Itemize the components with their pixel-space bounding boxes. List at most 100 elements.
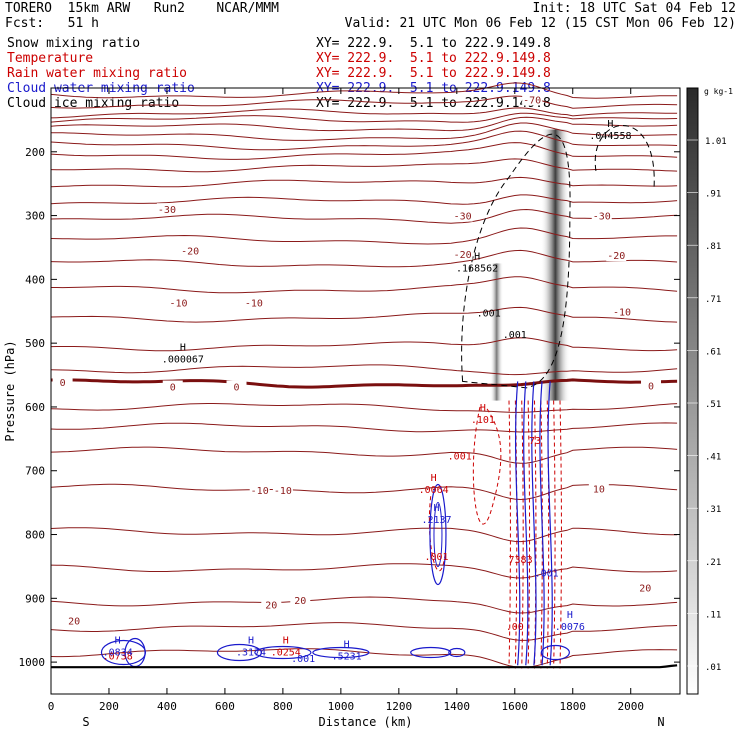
colorbar-label: .61	[705, 347, 721, 357]
contour-label: .001	[503, 330, 527, 341]
y-tick-label: 500	[25, 337, 45, 350]
temperature-contour	[50, 563, 678, 579]
y-tick-label: 700	[25, 465, 45, 478]
field-snow-xy: XY= 222.9. 5.1 to 222.9.149.8	[316, 36, 551, 51]
cloud-water-contour	[254, 645, 312, 660]
cloud-water-contour	[216, 643, 263, 662]
temperature-label-bg	[591, 209, 612, 222]
x-end-left-label: S	[82, 715, 89, 729]
rain-water-contour	[521, 400, 524, 669]
contour-label: .0738	[103, 652, 133, 663]
high-marker-value: .5231	[332, 652, 362, 663]
field-rain-name: Rain water mixing ratio	[7, 66, 188, 81]
temperature-label: -70	[523, 95, 541, 106]
temperature-contour	[50, 306, 678, 323]
temperature-contour	[50, 208, 678, 224]
colorbar-label: .11	[705, 610, 721, 620]
temperature-label-bg	[243, 296, 264, 309]
x-end-right-label: N	[657, 715, 664, 729]
cloud-water-contour	[547, 381, 553, 666]
temperature-label-bg	[522, 93, 543, 106]
colorbar-label: .91	[705, 190, 721, 200]
temperature-label-bg	[156, 203, 177, 216]
y-tick-label: 600	[25, 401, 45, 414]
temperature-label-bg	[180, 244, 201, 257]
temperature-label: -20	[607, 251, 625, 262]
temperature-contour	[50, 446, 678, 464]
y-tick-label: 1000	[19, 656, 46, 669]
init-time: Init: 18 UTC Sat 04 Feb 12	[532, 1, 737, 16]
rain-water-contour	[553, 400, 556, 669]
high-marker-label: H	[248, 636, 254, 647]
high-marker-value: .0064	[419, 485, 449, 496]
temperature-label: -30	[454, 212, 472, 223]
x-axis-title: Distance (km)	[319, 715, 413, 729]
temperature-label: 20	[68, 617, 80, 628]
high-marker-label: H	[607, 119, 613, 130]
temperature-label-bg	[641, 379, 662, 392]
x-tick-label: 1600	[502, 700, 529, 713]
field-temperature-name: Temperature	[7, 51, 94, 66]
field-snow-name: Snow mixing ratio	[7, 36, 141, 51]
temperature-contour	[50, 142, 678, 160]
high-marker-value: .000067	[162, 354, 204, 365]
cloud-water-contour	[312, 646, 370, 659]
cloud-water-contour	[539, 381, 545, 666]
cloud-water-contour	[429, 483, 447, 586]
temperature-contour	[50, 130, 678, 151]
temperature-contour	[50, 403, 678, 413]
temperature-label: 0	[233, 383, 239, 394]
x-tick-label: 1200	[386, 700, 413, 713]
contour-label: 73	[529, 436, 541, 447]
x-tick-label: 800	[273, 700, 293, 713]
colorbar-label: .41	[705, 453, 721, 463]
temperature-label: -30	[593, 212, 611, 223]
temperature-contour	[50, 648, 678, 668]
y-tick-label: 800	[25, 529, 45, 542]
cloud-water-contour	[523, 381, 529, 666]
colorbar-label: .21	[705, 558, 721, 568]
temperature-contour	[50, 176, 678, 188]
colorbar-label: .31	[705, 505, 721, 515]
temperature-label-bg	[452, 247, 473, 260]
high-marker-value: .0834	[103, 648, 133, 659]
y-tick-label: 200	[25, 146, 45, 159]
valid-time: Valid: 21 UTC Mon 06 Feb 12 (15 CST Mon …	[344, 16, 736, 31]
high-marker-value: .168562	[456, 264, 498, 275]
colorbar-label: .81	[705, 242, 721, 252]
contour-label: 7383	[509, 555, 533, 566]
cloud-ice-contour	[461, 133, 571, 389]
temperature-contour	[50, 112, 678, 123]
temperature-label: -10	[613, 307, 631, 318]
colorbar	[686, 87, 699, 695]
model-title: TORERO 15km ARW Run2 NCAR/MMM	[5, 1, 279, 16]
temperature-label: 0	[648, 381, 654, 392]
high-marker-value: .3174	[236, 648, 266, 659]
temperature-label: 20	[294, 596, 306, 607]
x-tick-label: 0	[48, 700, 55, 713]
temperature-contour	[50, 227, 678, 245]
x-tick-label: 400	[157, 700, 177, 713]
temperature-label-bg	[162, 380, 183, 393]
temperature-label-bg	[249, 483, 270, 496]
cloud-water-contour	[433, 502, 443, 568]
temperature-contour	[50, 622, 678, 641]
cloud-water-contour	[515, 381, 521, 666]
high-marker-label: H	[180, 342, 186, 353]
temperature-contour	[50, 337, 678, 352]
temperature-contour	[50, 422, 678, 433]
temperature-contour	[50, 527, 678, 543]
contour-label: .001	[535, 569, 559, 580]
temperature-label: -10	[170, 298, 188, 309]
freezing-level-contour	[50, 378, 678, 389]
rain-water-contour	[428, 496, 446, 571]
high-marker-value: .044558	[589, 131, 631, 142]
temperature-label-bg	[588, 482, 609, 495]
colorbar-unit: g kg-1	[704, 87, 733, 96]
colorbar-label: .71	[705, 295, 721, 305]
temperature-contour	[50, 107, 678, 119]
high-marker-label: H	[434, 503, 440, 514]
y-tick-label: 900	[25, 592, 45, 605]
high-marker-value: .0076	[555, 622, 585, 633]
